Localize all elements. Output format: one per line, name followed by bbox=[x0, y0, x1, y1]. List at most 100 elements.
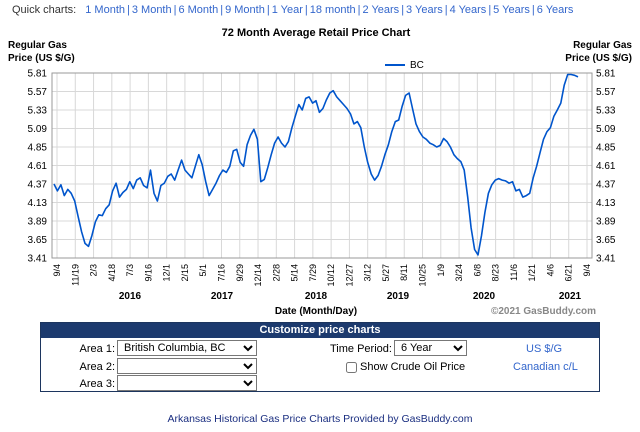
x-tick-label: 4/18 bbox=[107, 264, 117, 282]
x-tick-label: 11/6 bbox=[509, 264, 519, 281]
quick-charts-separator: | bbox=[531, 4, 535, 16]
legend-label: BC bbox=[410, 60, 424, 71]
quick-chart-link-3-years[interactable]: 3 Years bbox=[406, 4, 443, 16]
x-tick-label: 5/27 bbox=[381, 264, 391, 282]
customize-panel: Customize price charts Area 1: British C… bbox=[40, 322, 600, 392]
y-tick-label-l: 5.09 bbox=[28, 124, 48, 135]
quick-chart-link-5-years[interactable]: 5 Years bbox=[493, 4, 530, 16]
quick-chart-link-6-month[interactable]: 6 Month bbox=[178, 4, 219, 16]
x-tick-label: 9/4 bbox=[582, 264, 592, 277]
x-tick-label: 7/29 bbox=[308, 264, 318, 282]
x-tick-label: 12/14 bbox=[253, 264, 263, 287]
y-tick-label-l: 4.85 bbox=[28, 143, 48, 154]
quick-charts-separator: | bbox=[488, 4, 492, 16]
x-tick-label: 12/27 bbox=[344, 264, 354, 287]
footer-middle: Provided by bbox=[343, 413, 399, 425]
x-tick-label: 7/16 bbox=[216, 264, 226, 282]
time-period-label: Time Period: bbox=[330, 343, 392, 355]
crude-oil-checkbox[interactable] bbox=[346, 361, 357, 373]
crude-oil-label: Show Crude Oil Price bbox=[360, 361, 466, 373]
customize-panel-title: Customize price charts bbox=[41, 323, 599, 338]
footer-credit: Arkansas Historical Gas Price Charts Pro… bbox=[0, 413, 640, 425]
quick-charts-separator: | bbox=[357, 4, 361, 16]
quick-chart-link-9-month[interactable]: 9 Month bbox=[225, 4, 265, 16]
x-tick-label: 1/21 bbox=[527, 264, 537, 282]
year-label: 2020 bbox=[473, 291, 496, 302]
x-tick-label: 9/4 bbox=[52, 264, 62, 277]
plot-frame bbox=[51, 72, 593, 259]
year-label: 2018 bbox=[305, 291, 328, 302]
x-tick-label: 5/14 bbox=[290, 264, 300, 282]
crude-oil-toggle[interactable]: Show Crude Oil Price bbox=[346, 361, 465, 373]
quick-charts-separator: | bbox=[444, 4, 448, 16]
chart-credit: ©2021 GasBuddy.com bbox=[491, 306, 596, 317]
quick-charts-label: Quick charts: bbox=[12, 4, 77, 16]
x-tick-label: 10/12 bbox=[326, 264, 336, 287]
y-tick-label-r: 3.41 bbox=[596, 254, 616, 265]
year-label: 2021 bbox=[559, 291, 582, 302]
y-tick-label-r: 5.09 bbox=[596, 124, 616, 135]
footer-brand-link[interactable]: GasBuddy.com bbox=[401, 413, 473, 425]
x-tick-label: 10/25 bbox=[418, 264, 428, 287]
time-period-select[interactable]: 6 Year bbox=[394, 340, 467, 356]
y-tick-label-l: 4.61 bbox=[28, 161, 48, 172]
y-tick-label-l: 5.57 bbox=[28, 87, 48, 98]
y-tick-label-l: 5.81 bbox=[28, 69, 48, 80]
x-tick-label: 11/19 bbox=[70, 264, 80, 286]
y-tick-label-r: 4.85 bbox=[596, 143, 616, 154]
quick-charts-links: 1 Month | 3 Month | 6 Month | 9 Month | 1 Year | 1… bbox=[85, 4, 573, 16]
x-axis-label: Date (Month/Day) bbox=[275, 306, 357, 317]
right-axis-label-line1: Regular Gas bbox=[573, 40, 632, 51]
x-tick-label: 8/23 bbox=[491, 264, 501, 282]
quick-chart-link-3-month[interactable]: 3 Month bbox=[131, 4, 172, 16]
x-tick-label: 2/15 bbox=[180, 264, 190, 282]
x-tick-label: 5/1 bbox=[198, 264, 208, 277]
chart-title: 72 Month Average Retail Price Chart bbox=[222, 27, 411, 39]
units-us-link[interactable]: US $/G bbox=[526, 343, 563, 355]
quick-charts-bar: Quick charts: 1 Month | 3 Month | 6 Month | 9 … bbox=[12, 4, 573, 16]
chart-legend: BC bbox=[385, 60, 424, 71]
x-tick-label: 2/28 bbox=[271, 264, 281, 282]
x-tick-label: 9/29 bbox=[235, 264, 245, 282]
quick-chart-link-6-years[interactable]: 6 Years bbox=[536, 4, 574, 16]
quick-charts-separator: | bbox=[304, 4, 308, 16]
area3-select[interactable] bbox=[117, 375, 257, 391]
area2-select[interactable] bbox=[117, 358, 257, 374]
y-tick-label-r: 3.89 bbox=[596, 217, 616, 228]
x-tick-label: 3/24 bbox=[454, 264, 464, 282]
x-tick-label: 4/6 bbox=[545, 264, 555, 277]
x-tick-label: 12/1 bbox=[162, 264, 172, 282]
y-tick-labels: 5.81 5.81 5.57 5.57 5.33 5.33 5.09 5.09 4.85 4.85… bbox=[28, 69, 616, 265]
area1-select[interactable]: British Columbia, BC bbox=[117, 340, 257, 356]
y-tick-label-l: 3.41 bbox=[28, 254, 48, 265]
price-chart: 72 Month Average Retail Price Chart Regu… bbox=[0, 18, 640, 318]
x-tick-label: 6/21 bbox=[564, 264, 574, 282]
year-labels: 2016 2017 2018 2019 2020 2021 bbox=[119, 291, 582, 302]
right-axis-label-line2: Price (US $/G) bbox=[565, 53, 632, 64]
year-label: 2019 bbox=[387, 291, 410, 302]
quick-chart-link-2-years[interactable]: 2 Years bbox=[362, 4, 400, 16]
quick-chart-link-1-month[interactable]: 1 Month bbox=[85, 4, 125, 16]
x-tick-label: 6/8 bbox=[472, 264, 482, 277]
quick-chart-link-1-year[interactable]: 1 Year bbox=[271, 4, 303, 16]
x-tick-label: 2/3 bbox=[89, 264, 99, 277]
x-tick-label: 7/3 bbox=[125, 264, 135, 277]
quick-chart-link-18-month[interactable]: 18 month bbox=[309, 4, 356, 16]
area3-label: Area 3: bbox=[79, 378, 115, 390]
footer-prefix: Arkansas Historical Gas Price Charts bbox=[167, 413, 341, 425]
y-tick-label-r: 5.81 bbox=[596, 69, 616, 80]
y-tick-label-l: 3.89 bbox=[28, 217, 48, 228]
x-tick-label: 1/9 bbox=[436, 264, 446, 277]
quick-charts-separator: | bbox=[173, 4, 177, 16]
x-tick-label: 9/16 bbox=[143, 264, 153, 282]
x-tick-label: 8/11 bbox=[399, 264, 409, 281]
year-label: 2017 bbox=[211, 291, 234, 302]
quick-chart-link-4-years[interactable]: 4 Years bbox=[449, 4, 487, 16]
y-tick-label-l: 4.13 bbox=[28, 198, 48, 209]
x-tick-labels: 9/4 11/19 2/3 4/18 7/3 9/16 12/1 2/15 5/1 7/16 9/2… bbox=[52, 264, 592, 287]
chart-grid bbox=[52, 72, 592, 259]
y-tick-label-r: 4.61 bbox=[596, 161, 616, 172]
quick-charts-separator: | bbox=[401, 4, 405, 16]
units-canadian-link[interactable]: Canadian c/L bbox=[513, 361, 578, 373]
y-tick-label-r: 4.37 bbox=[596, 180, 616, 191]
